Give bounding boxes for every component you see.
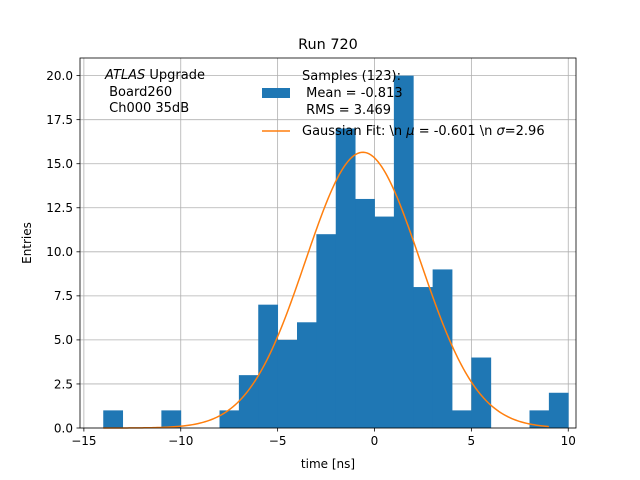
legend-bars-label-3: RMS = 3.469 (302, 103, 391, 118)
histogram-bar (529, 410, 550, 428)
x-tick-label: −5 (269, 434, 287, 448)
y-axis-label: Entries (20, 222, 34, 264)
histogram-bar (258, 304, 279, 428)
histogram-bar (471, 357, 492, 428)
legend-fit-sigma-text: =2.96 (505, 124, 545, 139)
legend-fit-mu-text: = -0.601 \n (415, 124, 497, 139)
histogram-bar (393, 75, 414, 428)
fit-curve-group (103, 151, 549, 429)
chart-title: Run 720 (298, 37, 358, 53)
legend-fit-sigma-symbol: σ (497, 124, 506, 139)
gaussian-fit-curve (103, 151, 549, 429)
y-tick-label: 2.5 (54, 377, 73, 391)
histogram-bar (219, 410, 240, 428)
histogram-bar (355, 198, 375, 428)
legend-fit-label: Gaussian Fit: \n μ = -0.601 \n σ=2.96 (302, 124, 545, 139)
annotation-upgrade: Upgrade (145, 68, 205, 83)
y-tick-label: 20.0 (46, 69, 73, 83)
y-tick-label: 17.5 (46, 113, 73, 127)
y-tick-label: 5.0 (54, 333, 73, 347)
x-tick-label: 5 (468, 434, 476, 448)
histogram-bars (103, 75, 569, 428)
histogram-bar (316, 234, 337, 428)
x-tick-label: −10 (168, 434, 193, 448)
annotation-line-2: Board260 (105, 85, 172, 100)
histogram-bar (335, 128, 356, 428)
x-axis-label: time [ns] (301, 457, 355, 471)
histogram-bar (548, 392, 569, 428)
legend-bars-label-2: Mean = -0.813 (302, 86, 403, 101)
histogram-bar (413, 287, 434, 428)
legend-bars-label-1: Samples (123): (302, 69, 401, 84)
x-tick-label: 0 (371, 434, 379, 448)
annotation-line-3: Ch000 35dB (105, 101, 189, 116)
legend-fit-prefix: Gaussian Fit: \n (302, 124, 406, 139)
axes-frame (79, 57, 577, 429)
histogram-bar (297, 322, 317, 428)
legend: Samples (123): Mean = -0.813 RMS = 3.469… (262, 69, 545, 139)
legend-bars-swatch (262, 88, 290, 98)
histogram-bar (103, 410, 124, 428)
histogram-bar (161, 410, 182, 428)
x-tick-label: 10 (561, 434, 576, 448)
annotation-line-1: ATLAS Upgrade (104, 68, 205, 83)
y-tick-label: 12.5 (46, 201, 73, 215)
y-tick-label: 10.0 (46, 245, 73, 259)
histogram-bar (277, 339, 298, 428)
legend-fit-mu-symbol: μ (405, 124, 414, 139)
annotation-text: ATLAS Upgrade Board260 Ch000 35dB (104, 68, 205, 116)
histogram-bar (374, 216, 395, 428)
y-tick-label: 15.0 (46, 157, 73, 171)
x-tick-label: −15 (71, 434, 96, 448)
axis-ticks: −15 −10 −5 0 5 10 0.0 2.5 5.0 7.5 10.0 12.5 15.0 17.5… (46, 69, 576, 448)
annotation-atlas: ATLAS (104, 68, 145, 83)
y-tick-label: 7.5 (54, 289, 73, 303)
histogram-bar (432, 269, 453, 428)
histogram-bar (452, 410, 472, 428)
y-tick-label: 0.0 (54, 421, 73, 435)
histogram-bar (238, 375, 259, 428)
